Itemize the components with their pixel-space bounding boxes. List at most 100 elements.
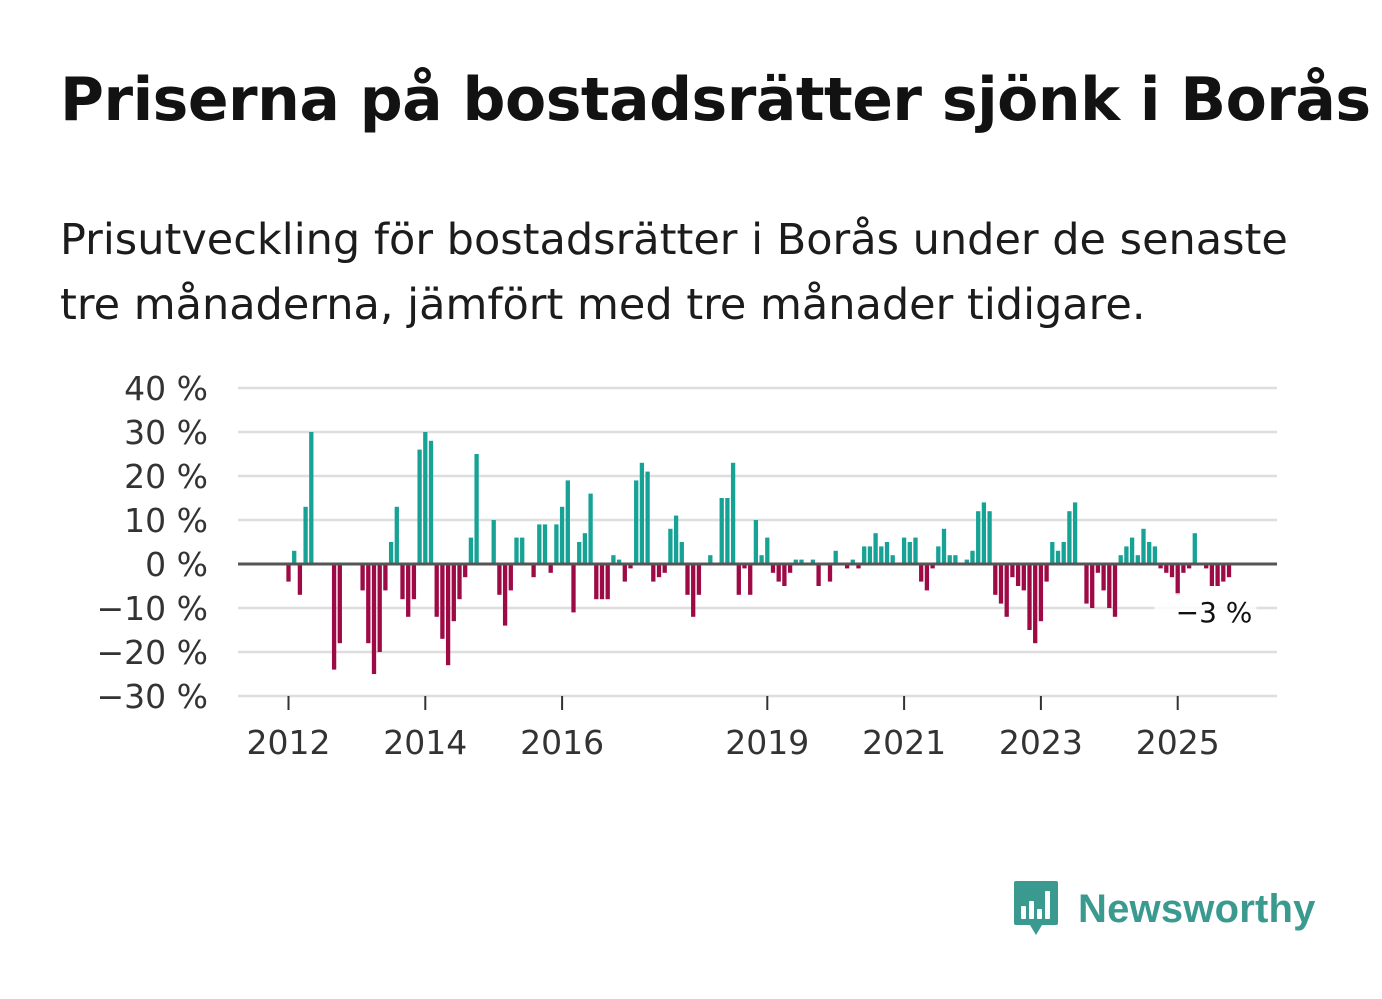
bar	[1186, 564, 1192, 569]
bar	[873, 533, 878, 564]
y-tick-label: −10 %	[97, 589, 209, 628]
bar	[725, 498, 730, 564]
page-subtitle: Prisutveckling för bostadsrätter i Borås…	[60, 215, 1288, 330]
bar	[366, 564, 371, 644]
bar	[622, 564, 627, 582]
bar	[1027, 564, 1032, 630]
bar	[565, 480, 570, 564]
bar	[668, 528, 673, 564]
bar	[1164, 564, 1169, 573]
bar	[970, 550, 975, 564]
bar	[445, 564, 451, 666]
bar	[542, 524, 548, 564]
bar	[1175, 564, 1180, 595]
bar	[1101, 564, 1106, 591]
bar	[987, 511, 992, 564]
bar	[947, 555, 952, 564]
bar	[645, 471, 650, 564]
page-title: Priserna på bostadsrätter sjönk i Borås	[60, 65, 1371, 135]
bar	[708, 555, 713, 564]
bar	[1169, 564, 1175, 578]
bar	[383, 564, 388, 591]
bar	[691, 564, 696, 617]
bar	[919, 564, 924, 582]
bar	[730, 462, 736, 564]
y-tick-label: 40 %	[124, 369, 208, 408]
bar	[696, 564, 702, 595]
bar	[411, 564, 417, 600]
bar	[1044, 564, 1049, 582]
bar	[531, 564, 536, 578]
bar	[1209, 564, 1215, 586]
bar	[394, 506, 399, 564]
bar	[400, 564, 405, 600]
bar	[651, 564, 656, 582]
bar	[1055, 550, 1061, 564]
bar	[736, 564, 741, 595]
bar	[616, 559, 622, 564]
bar	[286, 564, 291, 582]
bar	[993, 564, 998, 595]
bar	[1124, 546, 1129, 564]
bar	[890, 555, 895, 564]
bar	[759, 555, 764, 564]
bar	[440, 564, 445, 639]
bar	[297, 564, 303, 595]
bar	[406, 564, 411, 617]
bar	[417, 449, 422, 564]
bar	[1067, 511, 1072, 564]
bar	[753, 520, 759, 564]
bar	[748, 564, 753, 595]
annotation-layer: −3 %	[1154, 593, 1257, 632]
bar	[508, 564, 513, 591]
x-tick-label: 2021	[862, 723, 946, 762]
bar	[685, 564, 690, 595]
bar	[673, 515, 679, 564]
bar	[377, 564, 382, 652]
bar	[554, 524, 559, 564]
bar	[497, 564, 502, 595]
bar	[1226, 564, 1232, 578]
bar	[371, 564, 377, 674]
bar	[867, 546, 873, 564]
bar	[850, 559, 855, 564]
bar	[679, 542, 684, 564]
bar	[1107, 564, 1112, 608]
bar	[770, 564, 776, 573]
x-tick-label: 2019	[725, 723, 809, 762]
annotation-background	[1154, 593, 1257, 632]
bar	[816, 564, 821, 586]
bar	[611, 555, 616, 564]
bar	[884, 542, 890, 564]
bar	[582, 533, 588, 564]
y-tick-label: −30 %	[97, 677, 209, 716]
bar	[1204, 564, 1209, 569]
bar	[793, 559, 798, 564]
bar	[491, 520, 496, 564]
newsworthy-logo: Newsworthy	[1012, 878, 1316, 940]
bar	[537, 524, 542, 564]
bar	[782, 564, 787, 586]
bar	[559, 506, 565, 564]
bar	[941, 528, 947, 564]
bar	[474, 454, 479, 564]
bar	[1010, 564, 1015, 578]
bar	[901, 537, 907, 564]
bar	[981, 502, 987, 564]
bar	[810, 559, 816, 564]
bar	[599, 564, 605, 600]
bar	[799, 559, 804, 564]
last-value-label: −3 %	[1176, 596, 1253, 629]
bar	[463, 564, 468, 578]
bar	[388, 542, 394, 564]
bar	[502, 564, 508, 626]
x-tick-label: 2023	[999, 723, 1083, 762]
bar	[1118, 555, 1123, 564]
bar	[1050, 542, 1055, 564]
bar	[1158, 564, 1163, 569]
bar	[331, 564, 337, 670]
bar	[913, 537, 918, 564]
bar	[936, 546, 941, 564]
bar	[1129, 537, 1135, 564]
bar	[337, 564, 342, 644]
